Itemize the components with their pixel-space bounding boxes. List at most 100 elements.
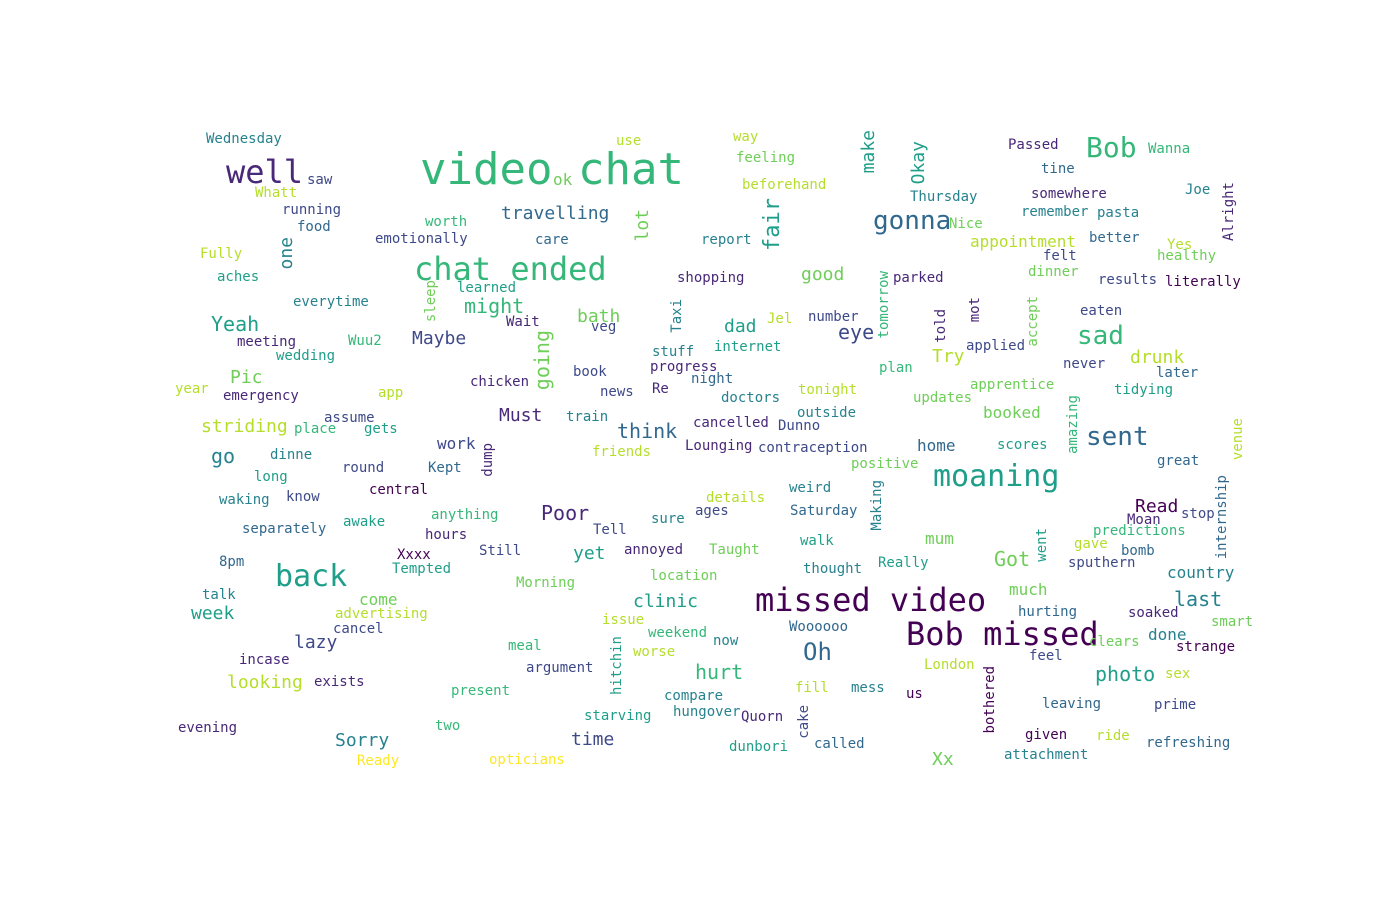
cloud-word: given — [1025, 727, 1068, 743]
cloud-word: Wait — [506, 314, 540, 330]
cloud-word: go — [211, 444, 236, 468]
cloud-word: tidying — [1114, 382, 1174, 398]
cloud-word: drunk — [1130, 347, 1185, 368]
cloud-word: internet — [714, 339, 782, 355]
cloud-word: stuff — [652, 344, 695, 360]
cloud-word: internship — [1214, 475, 1230, 560]
cloud-word: Poor — [541, 501, 590, 525]
cloud-word: doctors — [721, 390, 781, 406]
cloud-word: place — [294, 421, 337, 437]
cloud-word: looking — [227, 672, 303, 693]
cloud-word: Morning — [516, 575, 576, 591]
cloud-word: Jel — [767, 311, 793, 327]
cloud-word: Tell — [593, 522, 627, 538]
cloud-word: called — [814, 736, 865, 752]
cloud-word: Alright — [1221, 182, 1237, 242]
cloud-word: Wednesday — [206, 131, 282, 147]
cloud-word: gave — [1074, 536, 1108, 552]
cloud-word: Taught — [709, 542, 760, 558]
cloud-word: Maybe — [412, 328, 467, 349]
cloud-word: Moan — [1127, 512, 1161, 528]
cloud-word: report — [701, 232, 752, 248]
cloud-word: soaked — [1128, 605, 1179, 621]
cloud-word: weird — [789, 480, 832, 496]
cloud-word: bothered — [982, 666, 998, 734]
cloud-word: striding — [201, 416, 288, 437]
cloud-word: make — [858, 130, 879, 174]
cloud-word: country — [1167, 563, 1235, 582]
cloud-word: tonight — [798, 382, 858, 398]
cloud-word: sent — [1086, 422, 1149, 452]
cloud-word: meal — [508, 638, 542, 654]
cloud-word: care — [535, 232, 569, 248]
cloud-word: Passed — [1008, 137, 1059, 153]
cloud-word: emergency — [223, 388, 299, 404]
cloud-word: cancel — [333, 621, 384, 637]
cloud-word: one — [276, 237, 297, 270]
cloud-word: well — [226, 153, 304, 191]
cloud-word: chicken — [470, 374, 530, 390]
cloud-word: mot — [967, 297, 983, 323]
cloud-word: hurting — [1018, 604, 1078, 620]
cloud-word: think — [617, 419, 678, 443]
cloud-word: incase — [239, 652, 290, 668]
cloud-word: learned — [457, 280, 517, 296]
cloud-word: went — [1034, 528, 1050, 562]
cloud-word: work — [437, 434, 476, 453]
cloud-word: opticians — [489, 752, 565, 768]
cloud-word: ok — [553, 170, 573, 189]
cloud-word: weekend — [648, 625, 708, 641]
cloud-word: Xx — [932, 749, 954, 770]
cloud-word: positive — [851, 456, 919, 472]
cloud-word: tomorrow — [876, 271, 892, 339]
cloud-word: bath — [577, 306, 621, 327]
cloud-word: clears — [1089, 634, 1140, 650]
cloud-word: Woooooo — [789, 619, 849, 635]
cloud-word: argument — [526, 660, 594, 676]
cloud-word: done — [1148, 625, 1187, 644]
cloud-word: Ready — [357, 753, 400, 769]
cloud-word: chat ended — [414, 250, 607, 288]
cloud-word: Dunno — [778, 418, 821, 434]
cloud-word: results — [1098, 272, 1158, 288]
cloud-word: Bob missed — [906, 615, 1099, 653]
cloud-word: advertising — [335, 606, 428, 622]
cloud-word: anything — [431, 507, 499, 523]
cloud-word: yet — [573, 543, 606, 564]
cloud-word: ages — [695, 503, 729, 519]
cloud-word: predictions — [1093, 523, 1186, 539]
cloud-word: somewhere — [1031, 186, 1107, 202]
cloud-word: back — [275, 559, 348, 594]
cloud-word: come — [359, 590, 398, 609]
cloud-word: parked — [893, 270, 944, 286]
cloud-word: apprentice — [970, 377, 1055, 393]
cloud-word: central — [369, 482, 429, 498]
cloud-word: fill — [795, 680, 829, 696]
cloud-word: sure — [651, 511, 685, 527]
cloud-word: exists — [314, 674, 365, 690]
cloud-word: better — [1089, 230, 1140, 246]
cloud-word: remember — [1021, 204, 1089, 220]
cloud-word: told — [933, 309, 949, 343]
cloud-word: appointment — [970, 232, 1076, 251]
cloud-word: never — [1063, 356, 1106, 372]
cloud-word: cake — [796, 705, 812, 739]
cloud-word: 8pm — [219, 554, 245, 570]
cloud-word: now — [713, 633, 739, 649]
cloud-word: friends — [592, 444, 652, 460]
cloud-word: Saturday — [790, 503, 858, 519]
cloud-word: Making — [869, 480, 885, 531]
cloud-word: dad — [724, 316, 757, 337]
cloud-word: pasta — [1097, 205, 1140, 221]
cloud-word: present — [451, 683, 511, 699]
cloud-word: photo — [1095, 662, 1156, 686]
cloud-word: beforehand — [742, 177, 827, 193]
cloud-word: prime — [1154, 697, 1197, 713]
cloud-word: Got — [994, 547, 1031, 571]
cloud-word: Taxi — [669, 299, 685, 333]
cloud-word: feeling — [736, 150, 796, 166]
cloud-word: number — [808, 309, 859, 325]
cloud-word: outside — [797, 405, 857, 421]
cloud-word: annoyed — [624, 542, 684, 558]
